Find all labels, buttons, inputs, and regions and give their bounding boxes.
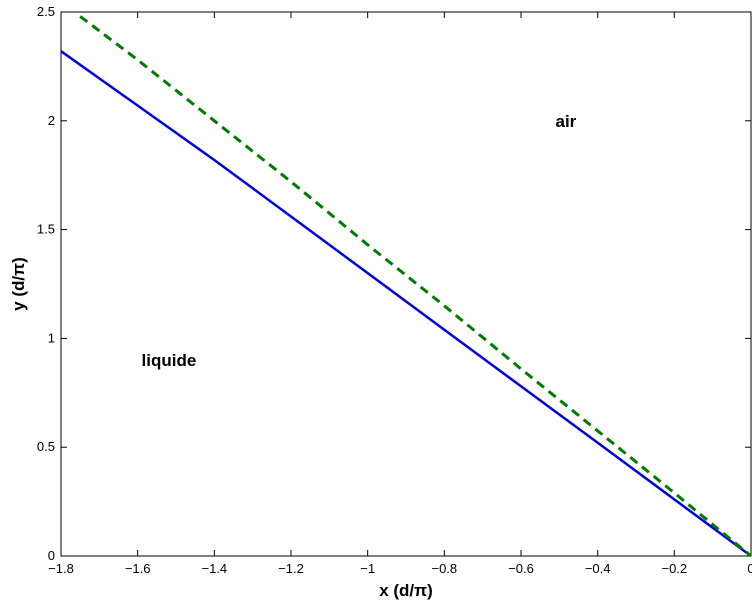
x-tick-label: −0.8 <box>431 561 457 576</box>
x-tick-label: −1 <box>360 561 375 576</box>
y-tick-label: 0 <box>48 548 55 563</box>
x-tick-label: −0.4 <box>585 561 611 576</box>
y-tick-label: 1 <box>48 330 55 345</box>
series-layer <box>60 15 752 558</box>
x-tick-label: 0 <box>747 561 752 576</box>
x-tick-label: −1.6 <box>125 561 151 576</box>
x-axis-ticks: −1.8 −1.6 −1.4 −1.2 −1 −0.8 −0.6 −0.4 −0.2 0 <box>48 12 752 576</box>
x-tick-label: −0.6 <box>508 561 534 576</box>
x-tick-label: −1.8 <box>48 561 74 576</box>
x-tick-label: −1.4 <box>201 561 227 576</box>
y-tick-label: 2 <box>48 113 55 128</box>
annotation-label: air <box>556 112 577 131</box>
x-axis-title: x (d/π) <box>379 581 433 600</box>
y-tick-label: 1.5 <box>37 222 55 237</box>
y-axis-ticks: 0 0.5 1 1.5 2 2.5 <box>37 4 751 563</box>
y-axis-title: y (d/π) <box>9 257 28 311</box>
x-tick-label: −0.2 <box>661 561 687 576</box>
dashed-series-line <box>79 15 752 558</box>
plot-area <box>60 11 752 557</box>
annotation-label: liquide <box>142 351 197 370</box>
solid-series-line <box>60 50 752 558</box>
y-tick-label: 0.5 <box>37 439 55 454</box>
annotation-layer: air liquide <box>142 112 577 370</box>
x-tick-label: −1.2 <box>278 561 304 576</box>
y-tick-label: 2.5 <box>37 4 55 19</box>
